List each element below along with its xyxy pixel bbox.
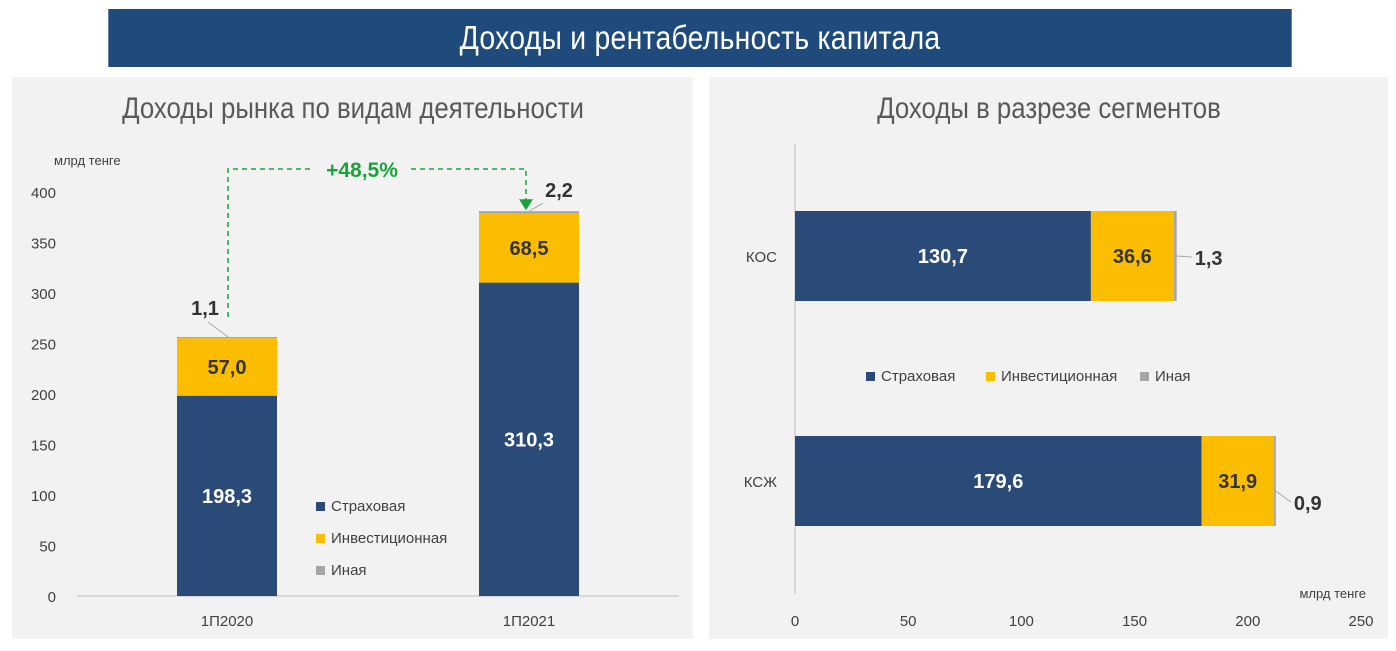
left-chart-panel: Доходы рынка по видам деятельности млрд т…	[12, 77, 693, 639]
x-axis-unit-label: млрд тенге	[1299, 586, 1366, 601]
bar-data-label: 0,9	[1294, 493, 1322, 515]
bar-data-label: 198,3	[202, 486, 252, 508]
legend-label: Страховая	[331, 498, 405, 515]
legend-label: Инвестиционная	[331, 530, 447, 547]
y-axis-unit-label: млрд тенге	[54, 153, 121, 168]
y-tick-label: 50	[39, 539, 56, 556]
bar-data-label: 179,6	[973, 471, 1023, 493]
growth-arrow-head	[519, 199, 533, 211]
income-by-segment-chart: Доходы в разрезе сегментов 0 50 100 150 200 25…	[744, 91, 1374, 630]
bar-segment-investment	[479, 213, 579, 283]
bar-data-label: 1,1	[191, 298, 219, 320]
x-tick-label: 200	[1235, 613, 1260, 630]
x-tick-label: 150	[1122, 613, 1147, 630]
x-tick-label: 1П2020	[201, 613, 254, 630]
right-chart-panel: Доходы в разрезе сегментов 0 50 100 150 200 25…	[709, 77, 1388, 639]
x-tick-label: 50	[900, 613, 917, 630]
bar-segment-insurance	[795, 211, 1091, 301]
legend-label: Иная	[331, 562, 367, 579]
bar-segment-insurance	[479, 282, 579, 596]
legend-swatch	[866, 372, 875, 381]
leader-line	[207, 321, 229, 338]
bar-segment-other	[1273, 436, 1276, 526]
growth-annotation: +48,5%	[326, 159, 398, 182]
bar-data-label: 1,3	[1195, 248, 1223, 270]
y-tick-label: КОС	[746, 249, 777, 266]
legend-swatch	[316, 502, 325, 511]
x-tick-label: 1П2021	[503, 613, 556, 630]
bar-segment-investment	[177, 338, 277, 396]
bar-data-label: 68,5	[510, 238, 549, 260]
bar-data-label: 31,9	[1218, 471, 1257, 493]
y-tick-label: 350	[31, 236, 56, 253]
x-tick-label: 250	[1348, 613, 1373, 630]
bar-data-label: 57,0	[208, 357, 247, 379]
growth-arrow-line	[227, 168, 527, 318]
bar-segment-insurance	[177, 395, 277, 596]
leader-line	[528, 202, 544, 212]
chart-title: Доходы рынка по видам деятельности	[122, 91, 584, 124]
chart-title: Доходы в разрезе сегментов	[877, 91, 1221, 124]
legend-label: Инвестиционная	[1001, 368, 1117, 385]
y-tick-label: 300	[31, 286, 56, 303]
leader-line	[1275, 490, 1292, 503]
bar-data-label: 310,3	[504, 429, 554, 451]
y-tick-label: 400	[31, 185, 56, 202]
leader-line	[1176, 255, 1192, 258]
legend-label: Иная	[1155, 368, 1191, 385]
y-tick-label: 100	[31, 488, 56, 505]
bar-segment-investment	[1090, 211, 1174, 301]
x-tick-label: 100	[1009, 613, 1034, 630]
x-tick-label: 0	[791, 613, 799, 630]
y-tick-label: 150	[31, 438, 56, 455]
bar-segment-investment	[1201, 436, 1274, 526]
legend-swatch	[316, 534, 325, 543]
bar-segment-insurance	[795, 436, 1202, 526]
y-tick-label: 0	[48, 589, 56, 606]
legend-label: Страховая	[881, 368, 955, 385]
y-tick-label: КСЖ	[744, 474, 777, 491]
bar-data-label: 2,2	[545, 180, 573, 202]
legend-swatch	[986, 372, 995, 381]
income-by-activity-chart: Доходы рынка по видам деятельности млрд т…	[31, 91, 679, 630]
y-tick-label: 250	[31, 337, 56, 354]
bar-segment-other	[177, 337, 277, 339]
bar-segment-other	[479, 211, 579, 214]
banner-title: Доходы и рентабельность капитала	[108, 9, 1292, 67]
bar-data-label: 130,7	[918, 246, 968, 268]
bar-data-label: 36,6	[1113, 246, 1152, 268]
legend-swatch	[316, 566, 325, 575]
y-tick-label: 200	[31, 387, 56, 404]
bar-segment-other	[1173, 211, 1177, 301]
legend-swatch	[1140, 372, 1149, 381]
